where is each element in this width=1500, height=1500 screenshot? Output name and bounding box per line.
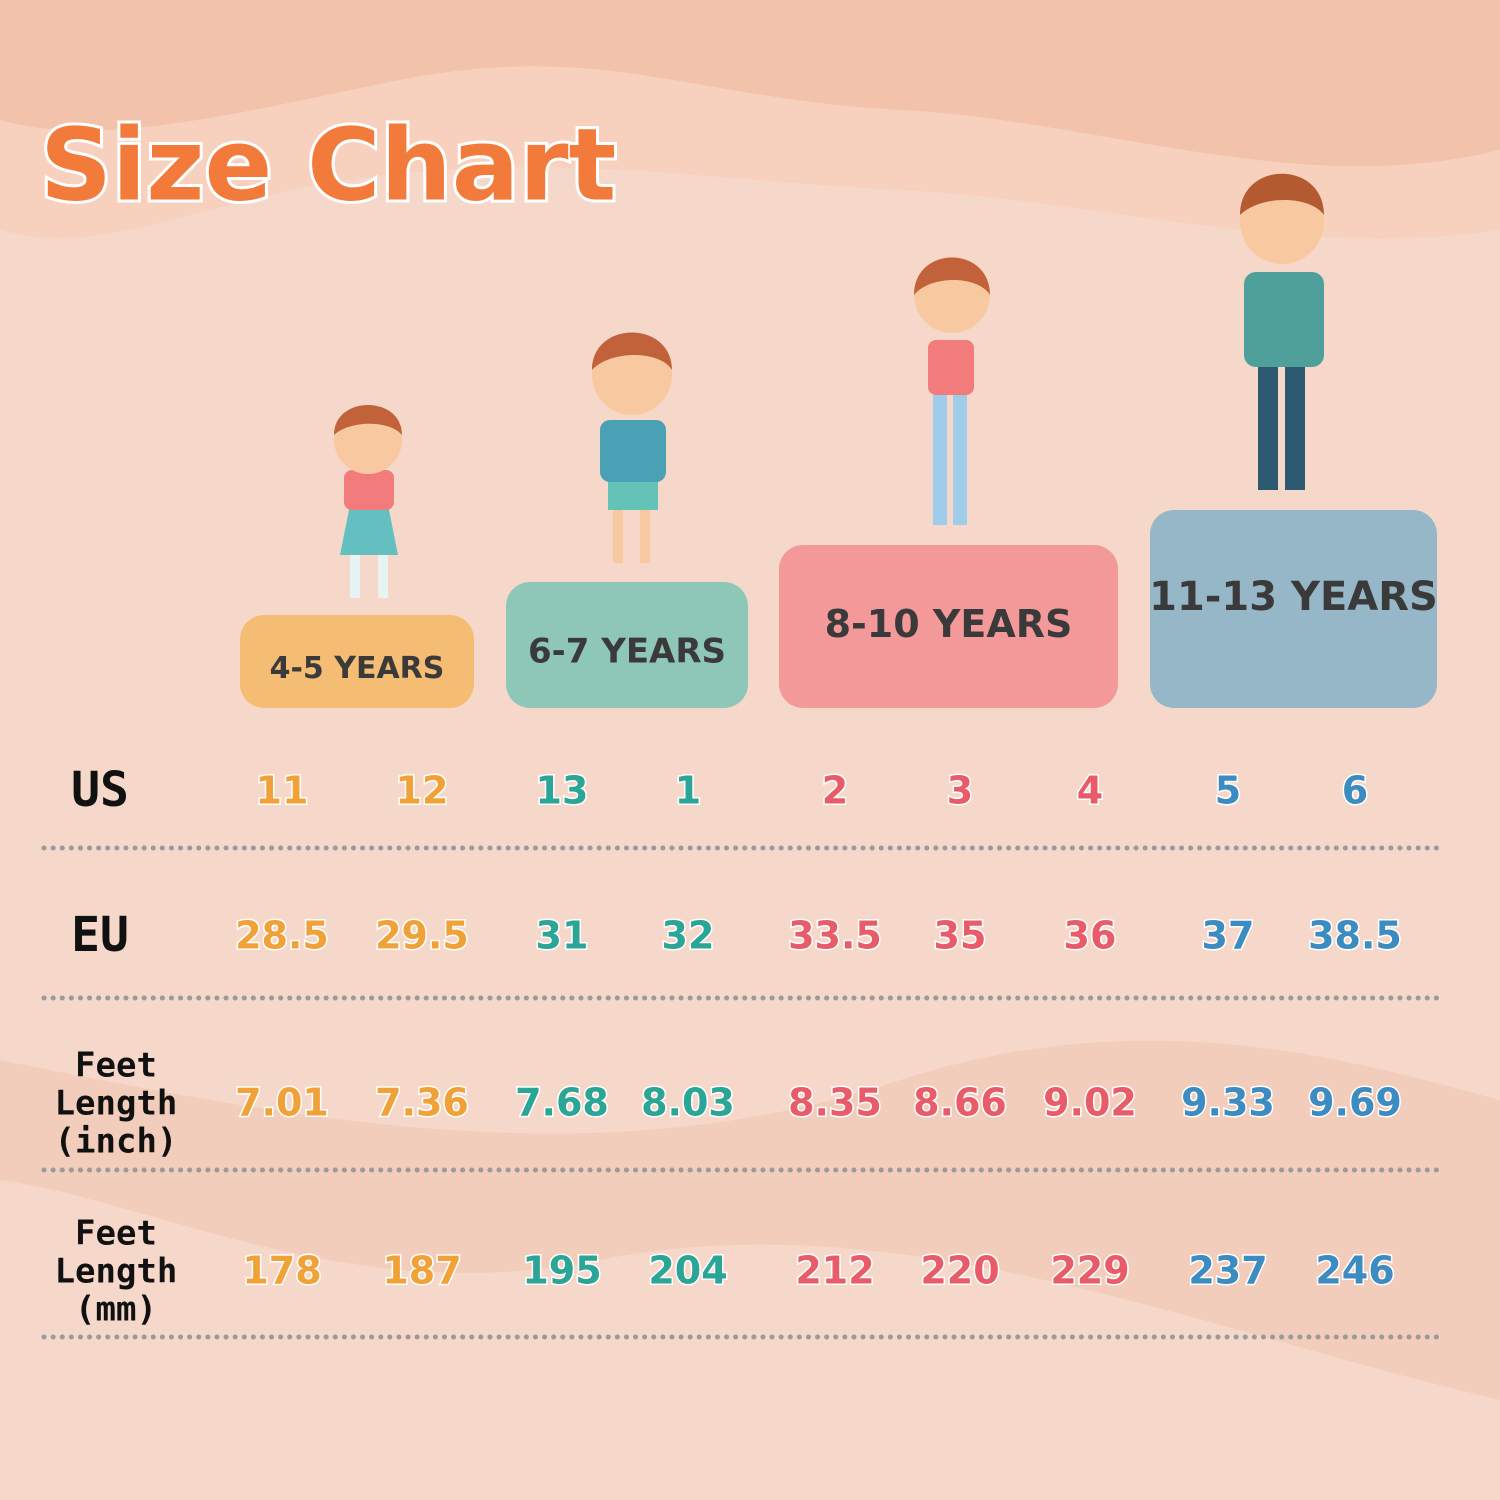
size-value: 5 (1215, 769, 1241, 813)
size-value: 31 (536, 914, 589, 958)
figure (1240, 173, 1324, 490)
age-label: 8-10 YEARS (825, 602, 1073, 646)
size-value: 7.68 (515, 1081, 609, 1125)
size-value: 2 (822, 769, 848, 813)
size-value: 3 (947, 769, 973, 813)
row-label: US (71, 762, 129, 818)
row-label: Feet (75, 1046, 157, 1086)
size-value: 246 (1315, 1249, 1394, 1293)
figures (334, 173, 1324, 598)
size-value: 1 (675, 769, 701, 813)
size-value: 38.5 (1308, 914, 1402, 958)
size-value: 4 (1077, 769, 1103, 813)
size-value: 13 (536, 769, 589, 813)
age-label: 4-5 YEARS (270, 651, 445, 686)
size-value: 37 (1202, 914, 1255, 958)
size-value: 8.66 (913, 1081, 1007, 1125)
size-value: 7.01 (235, 1081, 329, 1125)
size-value: 178 (242, 1249, 321, 1293)
row-label: Length (55, 1084, 178, 1124)
background-wave (0, 1040, 1500, 1400)
size-value: 7.36 (375, 1081, 469, 1125)
background-wave (0, 66, 1500, 239)
size-value: 28.5 (235, 914, 329, 958)
title: Size Chart (40, 106, 616, 223)
size-value: 8.03 (641, 1081, 735, 1125)
size-value: 220 (920, 1249, 999, 1293)
size-value: 33.5 (788, 914, 882, 958)
figure (592, 332, 672, 563)
size-value: 229 (1050, 1249, 1129, 1293)
size-value: 32 (662, 914, 715, 958)
size-value: 9.02 (1043, 1081, 1137, 1125)
figure (334, 405, 402, 598)
size-value: 11 (256, 769, 309, 813)
size-value: 237 (1188, 1249, 1267, 1293)
size-value: 6 (1342, 769, 1368, 813)
size-value: 35 (934, 914, 987, 958)
background-wave (0, 0, 1500, 167)
age-label: 11-13 YEARS (1149, 574, 1438, 620)
age-box (779, 545, 1118, 708)
size-value: 212 (795, 1249, 874, 1293)
size-value: 195 (522, 1249, 601, 1293)
size-value: 9.69 (1308, 1081, 1402, 1125)
row-label: Length (55, 1252, 178, 1292)
size-value: 8.35 (788, 1081, 882, 1125)
figure (914, 257, 990, 525)
row-label: (inch) (55, 1122, 178, 1162)
size-value: 9.33 (1181, 1081, 1275, 1125)
age-label: 6-7 YEARS (528, 632, 726, 672)
size-value: 187 (382, 1249, 461, 1293)
row-label: (mm) (75, 1290, 157, 1330)
row-label: Feet (75, 1214, 157, 1254)
size-value: 29.5 (375, 914, 469, 958)
size-value: 36 (1064, 914, 1117, 958)
age-box (506, 582, 748, 708)
age-box (1150, 510, 1437, 708)
age-box (240, 615, 474, 708)
size-value: 12 (396, 769, 449, 813)
size-value: 204 (648, 1249, 727, 1293)
row-label: EU (71, 907, 129, 963)
